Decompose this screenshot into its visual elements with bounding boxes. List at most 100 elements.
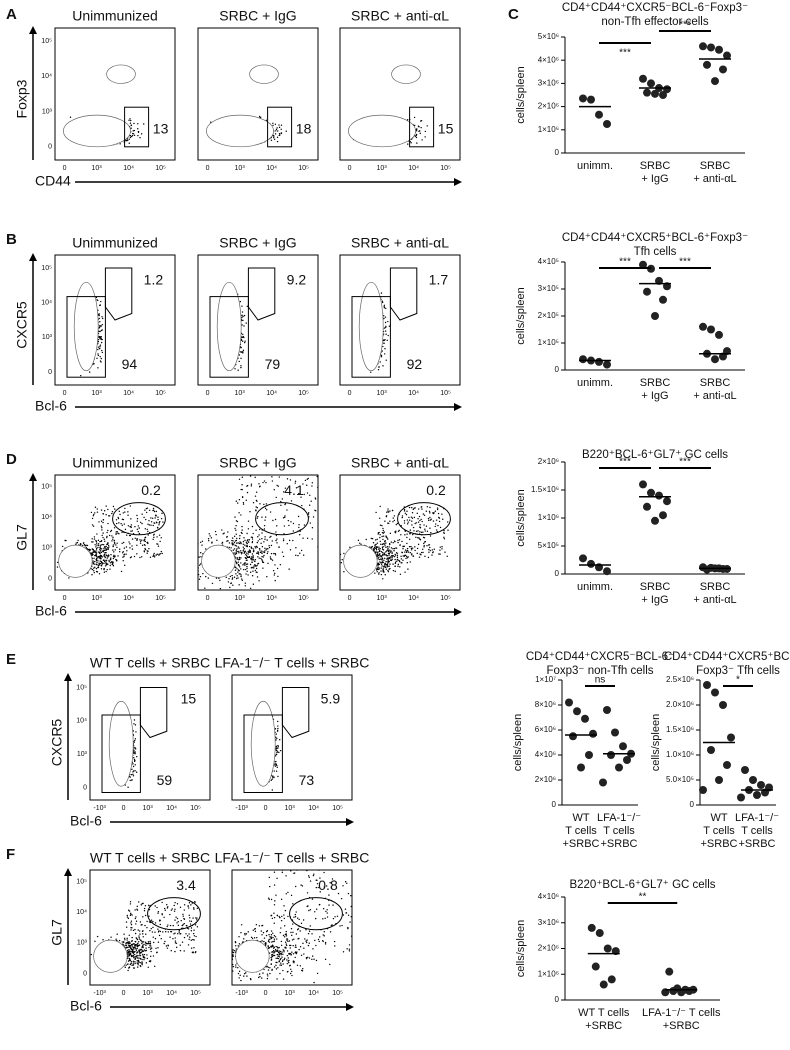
x-tick-label: 10⁴	[123, 390, 134, 397]
event-dot	[126, 546, 127, 547]
event-dot	[119, 549, 120, 550]
gate-value: 13	[153, 120, 169, 136]
event-dot	[62, 546, 63, 547]
event-dot	[252, 555, 253, 556]
event-dot	[248, 528, 249, 529]
event-dot	[159, 522, 160, 523]
event-dot	[243, 548, 244, 549]
event-dot	[245, 558, 246, 559]
event-dot	[156, 536, 157, 537]
event-dot	[302, 537, 303, 538]
event-dot	[262, 567, 263, 568]
event-dot	[272, 540, 273, 541]
contour	[59, 545, 93, 577]
event-dot	[106, 532, 107, 533]
event-dot	[131, 124, 132, 125]
event-dot	[102, 537, 103, 538]
event-dot	[157, 554, 158, 555]
event-dot	[80, 544, 81, 545]
event-dot	[132, 530, 133, 531]
event-dot	[99, 331, 100, 332]
event-dot	[143, 123, 144, 124]
event-dot	[287, 478, 288, 479]
event-dot	[319, 483, 320, 484]
event-dot	[235, 552, 236, 553]
event-dot	[159, 541, 160, 542]
event-dot	[264, 525, 265, 526]
event-dot	[101, 342, 102, 343]
event-dot	[101, 565, 102, 566]
event-dot	[127, 511, 128, 512]
event-dot	[259, 549, 260, 550]
event-dot	[252, 537, 253, 538]
event-dot	[130, 531, 131, 532]
event-dot	[229, 542, 230, 543]
event-dot	[257, 536, 258, 537]
event-dot	[243, 544, 244, 545]
event-dot	[155, 515, 156, 516]
event-dot	[132, 133, 133, 134]
event-dot	[116, 542, 117, 543]
event-dot	[200, 563, 201, 564]
event-dot	[272, 520, 273, 521]
event-dot	[111, 513, 112, 514]
event-dot	[99, 346, 100, 347]
event-dot	[293, 523, 294, 524]
event-dot	[110, 554, 111, 555]
x-tick-label: 10³	[92, 390, 103, 397]
event-dot	[286, 509, 287, 510]
event-dot	[100, 304, 101, 305]
event-dot	[99, 563, 100, 564]
event-dot	[333, 538, 334, 539]
event-dot	[98, 551, 99, 552]
event-dot	[139, 539, 140, 540]
event-dot	[252, 571, 253, 572]
event-dot	[234, 577, 235, 578]
event-dot	[96, 559, 97, 560]
plot-title: Unimmunized	[72, 8, 158, 24]
event-dot	[125, 553, 126, 554]
event-dot	[96, 556, 97, 557]
y-tick-label: 10⁵	[41, 265, 52, 272]
event-dot	[103, 548, 104, 549]
event-dot	[150, 525, 151, 526]
event-dot	[284, 515, 285, 516]
event-dot	[254, 564, 255, 565]
event-dot	[235, 570, 236, 571]
event-dot	[153, 508, 154, 509]
event-dot	[133, 130, 134, 131]
plot-area	[51, 505, 164, 578]
event-dot	[157, 519, 158, 520]
event-dot	[236, 568, 237, 569]
event-dot	[381, 292, 382, 293]
x-tick-label: 10⁴	[408, 165, 419, 172]
event-dot	[99, 573, 100, 574]
event-dot	[243, 503, 244, 504]
x-tick-label: 10⁴	[266, 390, 277, 397]
event-dot	[147, 523, 148, 524]
event-dot	[325, 483, 326, 484]
event-dot	[154, 553, 155, 554]
event-dot	[246, 571, 247, 572]
event-dot	[382, 302, 383, 303]
event-dot	[107, 530, 108, 531]
event-dot	[310, 522, 311, 523]
event-dot	[109, 568, 110, 569]
event-dot	[247, 306, 248, 307]
event-dot	[259, 486, 260, 487]
event-dot	[204, 587, 205, 588]
event-dot	[130, 123, 131, 124]
event-dot	[239, 361, 240, 362]
event-dot	[270, 556, 271, 557]
event-dot	[117, 555, 118, 556]
event-dot	[385, 322, 386, 323]
event-dot	[235, 553, 236, 554]
event-dot	[416, 137, 417, 138]
event-dot	[276, 542, 277, 543]
event-dot	[136, 545, 137, 546]
event-dot	[270, 558, 271, 559]
event-dot	[378, 369, 379, 370]
event-dot	[223, 533, 224, 534]
event-dot	[270, 536, 271, 537]
event-dot	[237, 571, 238, 572]
